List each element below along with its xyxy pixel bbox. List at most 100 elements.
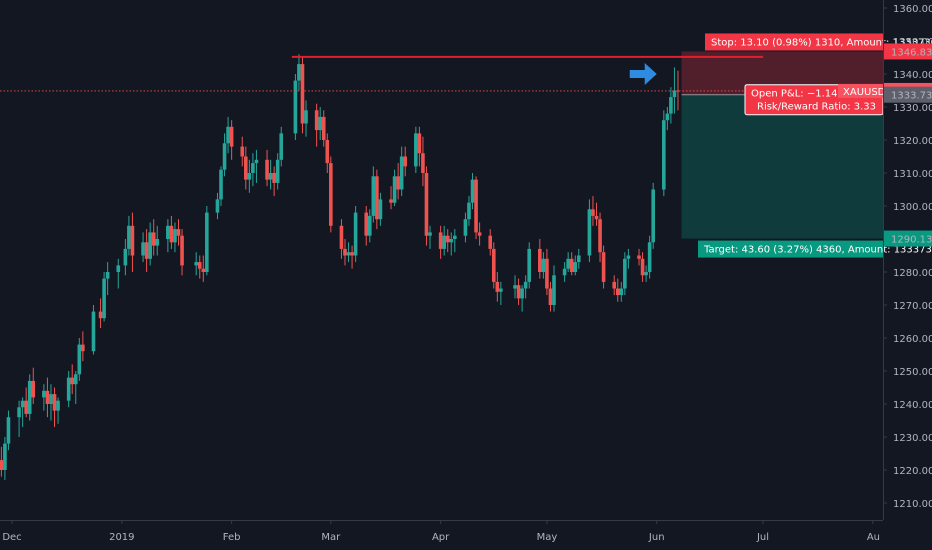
time-tick-label: Dec: [2, 532, 21, 543]
arrow-shape: [629, 63, 657, 85]
candle-body: [513, 285, 517, 289]
candle-body: [197, 262, 202, 269]
candle-body: [442, 235, 446, 249]
candle-body: [495, 281, 500, 292]
arrow-icon: [629, 63, 657, 85]
candle-body: [17, 407, 21, 418]
candle-body: [329, 163, 333, 226]
price-tick-label: 1280.00: [893, 268, 932, 279]
time-tick-label: 2019: [109, 532, 134, 543]
candle-body: [215, 199, 220, 213]
candle-body: [651, 189, 655, 243]
candle-body: [219, 169, 223, 200]
candle-body: [548, 288, 553, 305]
candle-body: [541, 258, 546, 272]
time-axis[interactable]: Dec 2019 Feb Mar Apr May Jun Jul Au: [2, 520, 880, 543]
candle-body: [297, 64, 301, 81]
price-tick-label: 1270.00: [893, 301, 932, 312]
stop-label-text: Stop: 13.10 (0.98%) 1310, Amount: 133373…: [711, 37, 932, 48]
pnl-label-text: Open P&L: −1.14, (: [751, 89, 848, 100]
candle-body: [56, 400, 60, 411]
candle-body: [24, 400, 28, 414]
candle-body: [601, 252, 606, 282]
target-price-label: 1290.13: [884, 230, 932, 247]
candle-body: [424, 173, 429, 236]
candle-body: [598, 219, 602, 253]
price-tick-label: 1300.00: [893, 202, 932, 213]
time-tick-label: Mar: [321, 532, 341, 543]
candle-body: [428, 232, 432, 236]
candle-body: [49, 394, 53, 404]
candle-body: [474, 179, 478, 233]
candle-body: [169, 225, 174, 243]
candle-body: [562, 268, 567, 276]
candle-body: [293, 80, 298, 134]
candle-body: [637, 255, 641, 259]
candle-body: [130, 225, 135, 256]
candle-body: [229, 126, 234, 147]
stop-label-bg: [705, 33, 883, 51]
candle-body: [27, 380, 32, 414]
candle-body: [591, 209, 595, 216]
price-tick-label: 1310.00: [893, 169, 932, 180]
price-tick-label: 1210.00: [893, 499, 932, 510]
candle-body: [240, 146, 245, 157]
candle-body: [144, 242, 149, 259]
target-label-bg: [698, 240, 883, 258]
candle-body: [640, 258, 645, 276]
candle-body: [470, 179, 475, 203]
candle-body: [669, 97, 673, 114]
candle-body: [421, 153, 425, 173]
candle-body: [314, 110, 319, 131]
candle-body: [222, 143, 227, 170]
candle-body: [623, 258, 627, 289]
candle-body: [520, 288, 524, 299]
price-tick-label: 1320.00: [893, 136, 932, 147]
candle-body: [77, 344, 82, 375]
candle-body: [626, 255, 631, 259]
time-tick-label: Au: [867, 532, 880, 543]
candle-body: [3, 443, 7, 470]
candle-body: [151, 232, 156, 246]
candle-body: [300, 64, 305, 124]
price-tick-label: 1350.00: [893, 37, 932, 48]
entry-price-label-text: 1333.73: [891, 91, 932, 102]
take-profit-zone[interactable]: [681, 94, 883, 239]
candle-body: [523, 281, 528, 289]
time-tick-label: May: [537, 532, 558, 543]
candle-body: [20, 400, 25, 408]
symbol-tag-bg: [838, 83, 883, 98]
candle-body: [392, 176, 397, 203]
candle-body: [265, 159, 269, 180]
price-tick-label: 1340.00: [893, 70, 932, 81]
candle-body: [453, 235, 457, 239]
candle-body: [6, 417, 11, 444]
candle-body: [375, 176, 379, 220]
candle-body: [672, 90, 677, 98]
candle-body: [594, 215, 599, 220]
candle-body: [155, 239, 160, 246]
time-tick-label: Feb: [223, 532, 241, 543]
target-price-label-bg: [884, 230, 932, 247]
time-tick-label: Apr: [432, 532, 450, 543]
stop-price-label-bg: [884, 43, 932, 60]
price-tick-label: 1220.00: [893, 466, 932, 477]
candle-body: [102, 278, 106, 319]
time-tick-label: Jun: [648, 532, 665, 543]
candle-body: [612, 281, 617, 289]
candle-body: [615, 288, 620, 296]
price-tick-label: 1360.00: [893, 4, 932, 15]
candle-body: [389, 199, 393, 203]
candle-body: [569, 258, 574, 272]
candle-body: [205, 212, 209, 272]
candle-body: [662, 120, 666, 190]
candle-body: [127, 225, 131, 249]
candle-body: [403, 156, 408, 167]
entry-price-label: 1333.73: [884, 86, 932, 103]
candle-body: [573, 262, 578, 272]
candle-body: [417, 133, 422, 154]
target-price-label-text: 1290.13: [891, 235, 932, 246]
candle-body: [70, 377, 75, 385]
candle-body: [488, 235, 493, 249]
